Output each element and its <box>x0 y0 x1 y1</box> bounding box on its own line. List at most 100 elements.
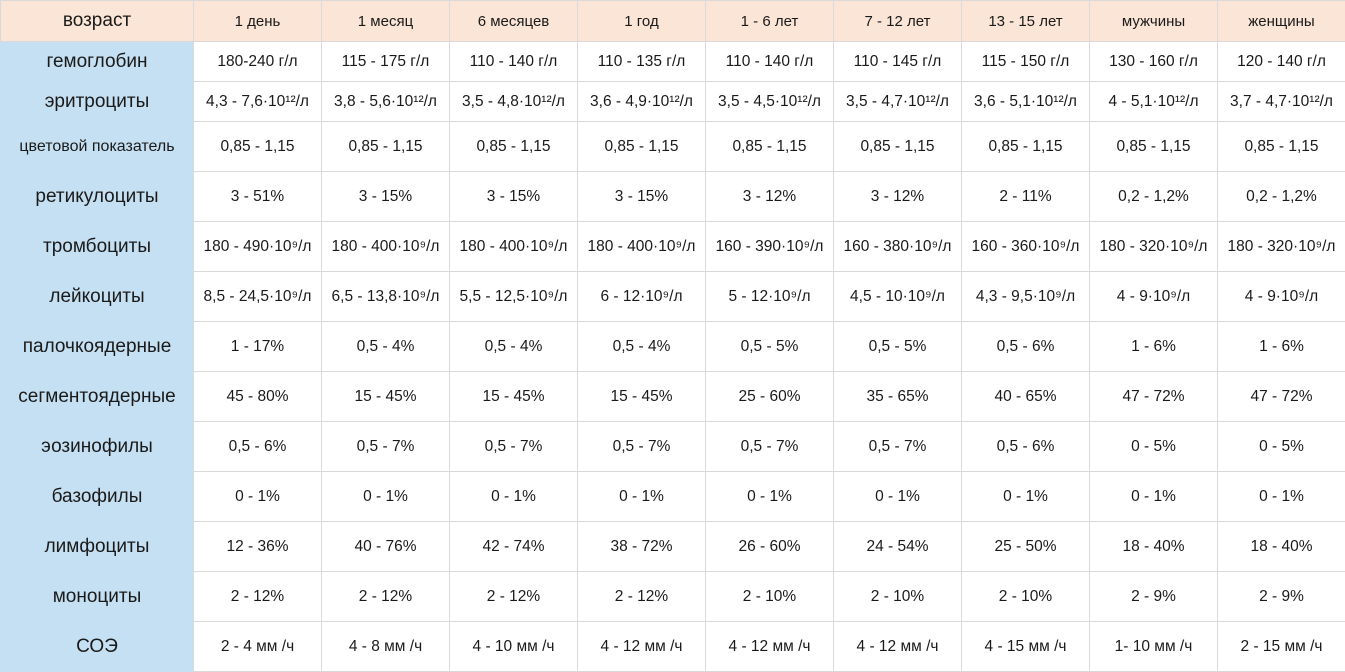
table-cell: 110 - 140 г/л <box>706 42 834 82</box>
table-cell: 4 - 9·10⁹/л <box>1218 272 1345 322</box>
table-cell: 1 - 17% <box>194 322 322 372</box>
row-label: эритроциты <box>1 82 194 122</box>
table-cell: 120 - 140 г/л <box>1218 42 1345 82</box>
table-cell: 180-240 г/л <box>194 42 322 82</box>
table-cell: 180 - 400·10⁹/л <box>578 222 706 272</box>
row-label: лимфоциты <box>1 522 194 572</box>
table-cell: 0,5 - 5% <box>706 322 834 372</box>
table-cell: 0,85 - 1,15 <box>962 122 1090 172</box>
row-label: палочкоядерные <box>1 322 194 372</box>
table-cell: 3,8 - 5,6·10¹²/л <box>322 82 450 122</box>
table-cell: 0 - 1% <box>962 472 1090 522</box>
table-cell: 0,5 - 4% <box>322 322 450 372</box>
row-label: моноциты <box>1 572 194 622</box>
table-cell: 0 - 1% <box>1090 472 1218 522</box>
table-cell: 0 - 1% <box>194 472 322 522</box>
table-cell: 0,5 - 6% <box>194 422 322 472</box>
table-cell: 38 - 72% <box>578 522 706 572</box>
column-header: женщины <box>1218 1 1345 42</box>
table-cell: 160 - 390·10⁹/л <box>706 222 834 272</box>
table-cell: 2 - 12% <box>578 572 706 622</box>
table-cell: 0 - 1% <box>322 472 450 522</box>
table-cell: 0,5 - 7% <box>834 422 962 472</box>
row-label: лейкоциты <box>1 272 194 322</box>
table-cell: 3 - 15% <box>322 172 450 222</box>
column-header: мужчины <box>1090 1 1218 42</box>
table-cell: 2 - 12% <box>194 572 322 622</box>
table-cell: 47 - 72% <box>1218 372 1345 422</box>
table-cell: 180 - 320·10⁹/л <box>1090 222 1218 272</box>
table-cell: 2 - 12% <box>450 572 578 622</box>
table-cell: 3,5 - 4,5·10¹²/л <box>706 82 834 122</box>
table-cell: 180 - 400·10⁹/л <box>450 222 578 272</box>
row-label: эозинофилы <box>1 422 194 472</box>
table-cell: 18 - 40% <box>1090 522 1218 572</box>
table-cell: 2 - 4 мм /ч <box>194 622 322 672</box>
table-cell: 0,85 - 1,15 <box>1090 122 1218 172</box>
table-cell: 4 - 5,1·10¹²/л <box>1090 82 1218 122</box>
table-cell: 15 - 45% <box>322 372 450 422</box>
column-header: 1 месяц <box>322 1 450 42</box>
table-cell: 3 - 15% <box>450 172 578 222</box>
table-cell: 4 - 9·10⁹/л <box>1090 272 1218 322</box>
table-cell: 0,2 - 1,2% <box>1090 172 1218 222</box>
row-label: тромбоциты <box>1 222 194 272</box>
table-cell: 3 - 12% <box>706 172 834 222</box>
table-cell: 3,6 - 5,1·10¹²/л <box>962 82 1090 122</box>
row-label: базофилы <box>1 472 194 522</box>
table-cell: 3,7 - 4,7·10¹²/л <box>1218 82 1345 122</box>
table-cell: 180 - 490·10⁹/л <box>194 222 322 272</box>
table-cell: 0,85 - 1,15 <box>1218 122 1345 172</box>
table-cell: 5,5 - 12,5·10⁹/л <box>450 272 578 322</box>
table-cell: 4,3 - 9,5·10⁹/л <box>962 272 1090 322</box>
row-label: сегментоядерные <box>1 372 194 422</box>
table-cell: 110 - 140 г/л <box>450 42 578 82</box>
table-cell: 1 - 6% <box>1090 322 1218 372</box>
table-cell: 0,5 - 7% <box>706 422 834 472</box>
table-cell: 12 - 36% <box>194 522 322 572</box>
row-label: СОЭ <box>1 622 194 672</box>
table-cell: 180 - 400·10⁹/л <box>322 222 450 272</box>
table-cell: 3,5 - 4,8·10¹²/л <box>450 82 578 122</box>
table-cell: 18 - 40% <box>1218 522 1345 572</box>
table-cell: 0,2 - 1,2% <box>1218 172 1345 222</box>
table-cell: 15 - 45% <box>578 372 706 422</box>
table-cell: 6,5 - 13,8·10⁹/л <box>322 272 450 322</box>
table-cell: 2 - 12% <box>322 572 450 622</box>
column-header: 7 - 12 лет <box>834 1 962 42</box>
table-cell: 0 - 5% <box>1218 422 1345 472</box>
table-cell: 42 - 74% <box>450 522 578 572</box>
table-cell: 3 - 51% <box>194 172 322 222</box>
table-cell: 2 - 11% <box>962 172 1090 222</box>
table-cell: 4 - 8 мм /ч <box>322 622 450 672</box>
column-header: 1 день <box>194 1 322 42</box>
table-cell: 3,5 - 4,7·10¹²/л <box>834 82 962 122</box>
table-cell: 47 - 72% <box>1090 372 1218 422</box>
table-cell: 180 - 320·10⁹/л <box>1218 222 1345 272</box>
table-cell: 4 - 12 мм /ч <box>834 622 962 672</box>
table-cell: 4 - 12 мм /ч <box>578 622 706 672</box>
table-cell: 160 - 360·10⁹/л <box>962 222 1090 272</box>
table-cell: 5 - 12·10⁹/л <box>706 272 834 322</box>
table-cell: 0,85 - 1,15 <box>322 122 450 172</box>
table-cell: 24 - 54% <box>834 522 962 572</box>
table-cell: 0,5 - 5% <box>834 322 962 372</box>
table-cell: 0,85 - 1,15 <box>834 122 962 172</box>
table-cell: 0 - 1% <box>1218 472 1345 522</box>
table-cell: 3 - 12% <box>834 172 962 222</box>
table-cell: 0,5 - 6% <box>962 422 1090 472</box>
table-cell: 0,5 - 6% <box>962 322 1090 372</box>
row-label: ретикулоциты <box>1 172 194 222</box>
table-cell: 4,3 - 7,6·10¹²/л <box>194 82 322 122</box>
